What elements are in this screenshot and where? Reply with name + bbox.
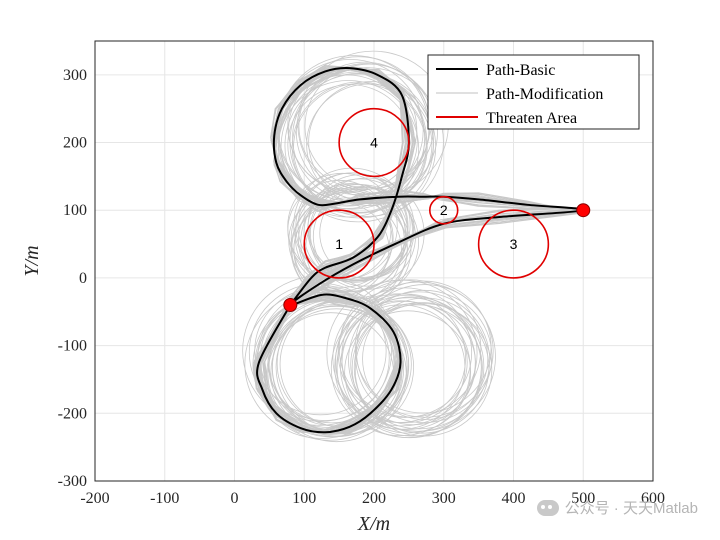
x-tick-label: 500 [571, 490, 595, 507]
threat-area-label: 3 [510, 236, 518, 252]
watermark: 公众号 · 天天Matlab [536, 497, 698, 518]
y-axis-label: Y/m [21, 245, 43, 276]
modification-path [258, 67, 584, 434]
y-tick-label: -300 [58, 473, 87, 490]
legend-label-basic: Path-Basic [486, 62, 555, 79]
modification-path [332, 293, 466, 423]
modification-path [341, 281, 496, 432]
y-tick-label: 300 [63, 67, 87, 84]
x-tick-label: 600 [641, 490, 665, 507]
modification-path [257, 68, 583, 433]
y-tick-label: 0 [79, 270, 87, 287]
modification-path [277, 80, 420, 218]
legend-label-threat: Threaten Area [486, 110, 577, 127]
modification-path [303, 183, 406, 283]
endpoint-marker [283, 298, 298, 312]
x-tick-label: -200 [80, 490, 109, 507]
x-axis-label: X/m [357, 513, 390, 535]
x-tick-label: 200 [362, 490, 386, 507]
y-tick-labels: -300 -200 -100 0 100 200 300 [58, 67, 87, 490]
y-tick-label: -200 [58, 405, 87, 422]
x-tick-label: 300 [432, 490, 456, 507]
endpoint-marker [576, 203, 591, 218]
legend: Path-Basic Path-Modification Threaten Ar… [427, 54, 640, 130]
modification-path [255, 67, 581, 434]
wechat-icon [536, 499, 559, 516]
watermark-text: 公众号 · 天天Matlab [564, 500, 698, 517]
y-tick-label: 200 [63, 135, 87, 152]
modification-path [290, 191, 408, 306]
x-tick-label: 100 [292, 490, 316, 507]
modification-path [290, 188, 394, 288]
modification-path [356, 284, 494, 418]
modification-path [326, 279, 478, 427]
modification-path [334, 294, 482, 438]
plot-frame [94, 40, 654, 482]
threat-area-circle [428, 195, 459, 225]
modification-path [344, 310, 472, 434]
endpoints [283, 203, 591, 312]
modification-path [340, 296, 485, 437]
threat-area-label: 1 [335, 236, 343, 252]
threat-areas: 1 2 3 4 [303, 107, 550, 279]
modification-path [354, 280, 492, 414]
modification-path [295, 172, 408, 282]
x-tick-labels: -200 -100 0 100 200 300 400 500 600 [80, 490, 665, 507]
threat-area-circle [303, 209, 375, 279]
x-tick-label: 0 [231, 490, 239, 507]
threat-area-circle [338, 107, 410, 178]
threat-area-label: 4 [370, 135, 378, 151]
y-tick-label: 100 [63, 202, 87, 219]
legend-label-modification: Path-Modification [486, 86, 603, 103]
x-tick-label: -100 [150, 490, 179, 507]
threat-area-label: 2 [440, 202, 448, 218]
y-tick-label: -100 [58, 338, 87, 355]
threat-area-circle [477, 209, 550, 279]
x-tick-label: 400 [502, 490, 526, 507]
